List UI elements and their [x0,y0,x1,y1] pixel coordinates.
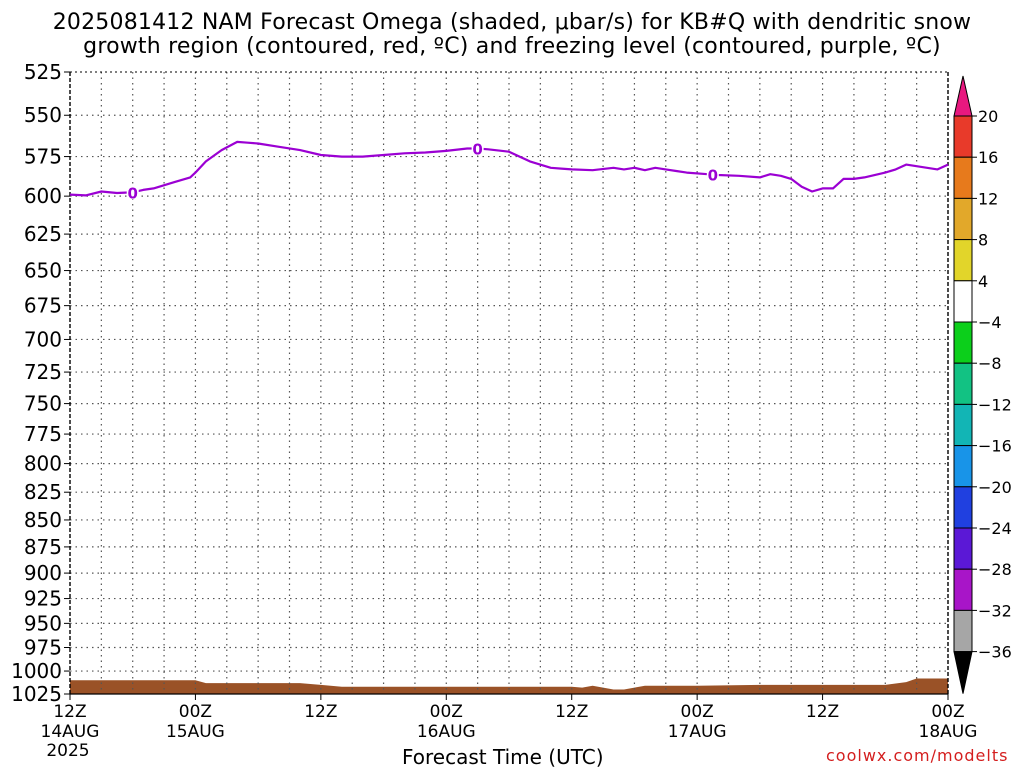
colorbar-label: 4 [978,272,988,291]
colorbar-segment [953,527,973,570]
chart-title-line-2: growth region (contoured, red, ºC) and f… [83,34,941,59]
y-tick-label: 525 [24,60,62,84]
y-tick-label: 725 [24,360,62,384]
colorbar-label: −24 [978,519,1012,538]
colorbar-label: −32 [978,601,1012,620]
colorbar-label: −28 [978,560,1012,579]
colorbar-label: −12 [978,395,1012,414]
contour-label-bg [706,166,719,182]
x-tick-label-date: 16AUG [417,722,476,742]
x-tick-label-year: 2025 [46,741,89,761]
y-tick-label: 975 [24,636,62,660]
colorbar-label: 20 [978,107,998,126]
x-tick-label-date: 17AUG [668,722,727,742]
terrain-fill [70,678,948,694]
y-tick-label: 750 [24,392,62,416]
freezing-level-contour [69,140,949,197]
y-tick-label: 625 [24,222,62,246]
chart-title-line-1: 2025081412 NAM Forecast Omega (shaded, μ… [52,10,972,35]
x-tick-label-time: 00Z [179,702,212,722]
colorbar-bottom-arrow [953,651,973,694]
colorbar-segment [953,403,973,447]
y-tick-label: 650 [24,259,62,283]
y-tick-label: 925 [24,587,62,611]
x-axis-title: Forecast Time (UTC) [402,745,604,769]
y-tick-label: 850 [24,508,62,532]
contour-label-bg [126,184,139,200]
colorbar-segment [953,445,973,488]
y-tick-label: 1025 [11,682,62,706]
colorbar-label: 16 [978,148,998,167]
colorbar-label: −4 [978,313,1002,332]
colorbar-segment [953,568,973,611]
colorbar-label: 8 [978,231,988,250]
x-tick-label-time: 00Z [681,702,714,722]
colorbar-segment [953,362,973,405]
colorbar-label: −8 [978,354,1002,373]
colorbar-label: −16 [978,437,1012,456]
x-tick-label-date: 15AUG [166,722,225,742]
colorbar-segment [953,197,973,241]
colorbar-top-arrow [953,75,973,117]
x-tick-label-date: 18AUG [919,722,978,742]
colorbar-segment [953,321,973,364]
colorbar-segment [953,280,973,323]
y-tick-label: 550 [24,103,62,127]
colorbar-segment [953,156,973,199]
y-tick-label: 875 [24,535,62,559]
x-tick-label-time: 12Z [555,702,588,722]
contour-label: 0 [127,184,137,202]
colorbar-segment [953,609,973,653]
y-tick-label: 775 [24,422,62,446]
contour-label: 0 [708,167,718,185]
y-tick-label: 675 [24,294,62,318]
colorbar-segment [953,239,973,282]
colorbar-label: 12 [978,189,998,208]
y-tick-label: 575 [24,145,62,169]
x-tick-label-time: 12Z [806,702,839,722]
y-tick-label: 800 [24,452,62,476]
contour-label-bg [471,140,484,156]
x-tick-label-time: 12Z [304,702,337,722]
y-tick-label: 900 [24,561,62,585]
y-tick-label: 950 [24,611,62,635]
x-tick-label-time: 00Z [931,702,964,722]
credit-link[interactable]: coolwx.com/modelts [826,746,1009,765]
x-tick-label-date: 14AUG [41,722,100,742]
colorbar-segment [953,486,973,529]
x-tick-label-time: 00Z [430,702,463,722]
contour-label: 0 [472,140,482,158]
y-tick-label: 600 [24,184,62,208]
x-tick-label-time: 12Z [53,702,86,722]
y-tick-label: 700 [24,327,62,351]
y-tick-label: 1000 [11,659,62,683]
colorbar-label: −20 [978,478,1012,497]
y-tick-label: 825 [24,480,62,504]
colorbar-segment [953,115,973,158]
colorbar-label: −36 [978,643,1012,662]
